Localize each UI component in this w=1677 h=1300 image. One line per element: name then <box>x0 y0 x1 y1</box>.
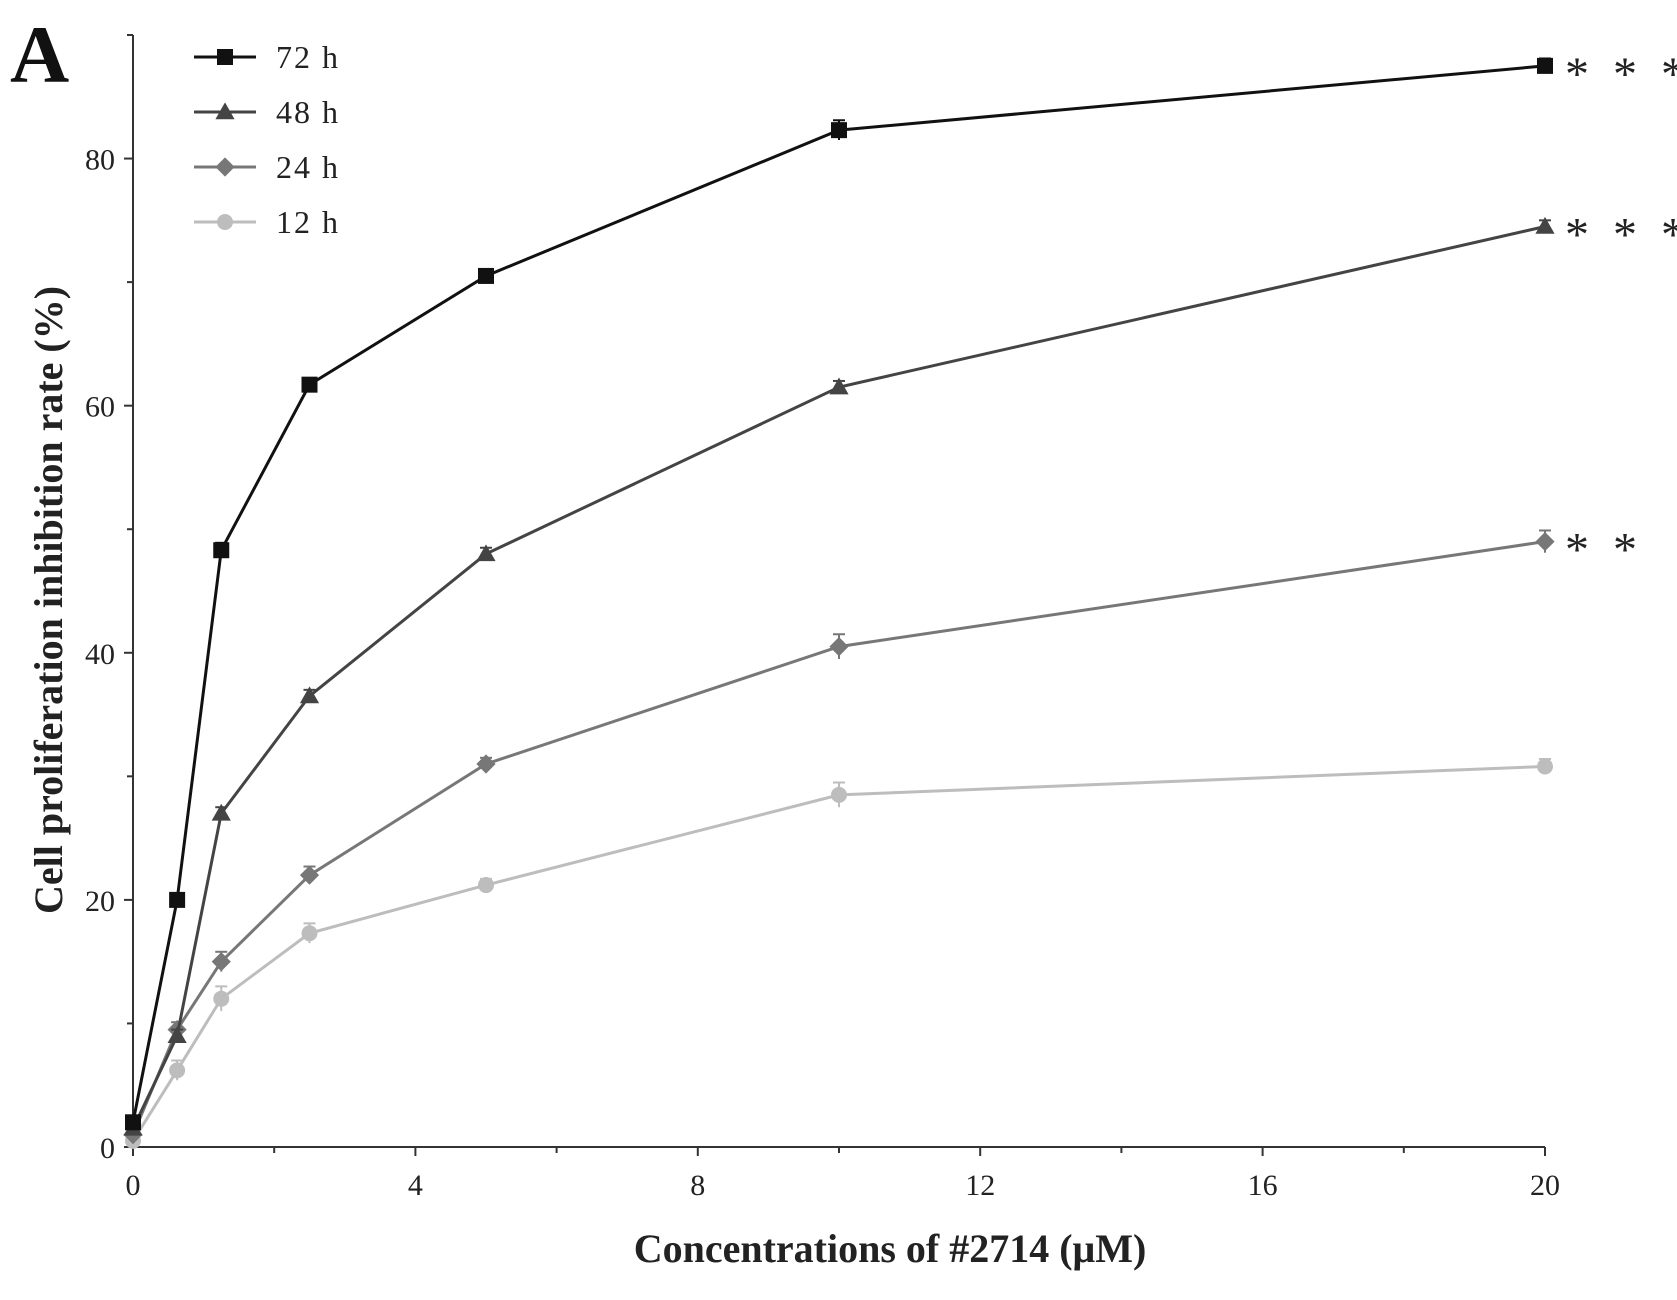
legend-label: 12 h <box>276 204 340 240</box>
data-point <box>167 1026 187 1043</box>
legend-label: 48 h <box>276 94 340 130</box>
data-point <box>1535 216 1555 234</box>
data-point <box>213 542 230 559</box>
series-line <box>131 764 1546 1142</box>
series-12h <box>125 758 1553 1149</box>
legend-marker <box>215 102 235 120</box>
data-point <box>301 925 318 942</box>
x-axis-label: Concentrations of #2714 (μM) <box>634 1226 1147 1271</box>
y-tick-label: 80 <box>85 144 115 177</box>
y-tick-label: 0 <box>100 1132 115 1165</box>
legend-marker <box>217 49 233 65</box>
x-tick-label: 0 <box>126 1169 141 1202</box>
legend-item: 24 h <box>194 149 340 185</box>
data-point <box>211 803 231 821</box>
series-line <box>131 540 1546 1136</box>
legend-label: 24 h <box>276 149 340 185</box>
data-point <box>125 1114 141 1131</box>
x-tick-label: 20 <box>1530 1169 1560 1202</box>
significance-label: * * * <box>1565 48 1677 101</box>
x-tick-label: 4 <box>408 1169 423 1202</box>
data-point <box>829 637 849 657</box>
data-point <box>478 267 494 284</box>
series-72h: * * * <box>125 48 1677 1131</box>
data-point <box>829 377 849 395</box>
panel-label: A <box>10 9 69 100</box>
y-axis-label: Cell proliferation inhibition rate (%) <box>26 286 71 914</box>
series-24h: * * <box>123 524 1643 1145</box>
data-point <box>299 686 320 704</box>
series-line <box>131 64 1546 1123</box>
data-point <box>169 1062 186 1079</box>
data-point <box>301 376 318 393</box>
significance-label: * * <box>1565 524 1643 577</box>
y-tick-label: 40 <box>85 638 115 671</box>
legend-item: 12 h <box>194 204 340 240</box>
data-point <box>476 754 496 774</box>
data-point <box>478 877 494 894</box>
legend: 72 h 48 h 24 h 12 h <box>194 39 340 240</box>
data-point <box>169 891 186 908</box>
data-point <box>1537 758 1553 775</box>
data-point <box>831 122 847 139</box>
series-layer: * * * * * * * * <box>123 48 1677 1149</box>
data-point <box>213 990 230 1007</box>
x-tick-label: 16 <box>1248 1169 1278 1202</box>
data-point <box>831 786 847 803</box>
data-point <box>476 544 496 562</box>
legend-label: 72 h <box>276 39 340 75</box>
x-tick-label: 12 <box>965 1169 995 1202</box>
data-point <box>299 865 320 885</box>
data-point <box>211 952 231 972</box>
y-tick-label: 60 <box>85 391 115 424</box>
y-tick-label: 20 <box>85 885 115 918</box>
legend-marker <box>217 214 233 230</box>
x-tick-label: 8 <box>690 1169 705 1202</box>
legend-marker <box>215 157 235 177</box>
legend-item: 48 h <box>194 94 340 130</box>
axes: 0 20 40 60 80 0 4 8 12 16 20 <box>85 34 1560 1202</box>
data-point <box>1537 57 1553 74</box>
legend-item: 72 h <box>194 39 340 75</box>
data-point <box>1535 531 1555 552</box>
series-48h: * * * <box>123 209 1677 1136</box>
significance-label: * * * <box>1565 209 1677 262</box>
